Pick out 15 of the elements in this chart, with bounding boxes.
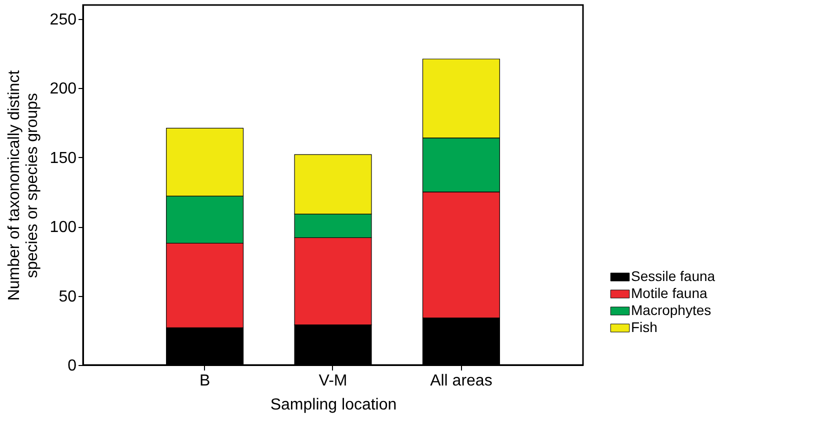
y-tick-label: 150 <box>50 150 77 167</box>
legend-label: Sessile fauna <box>631 268 716 284</box>
legend-label: Motile fauna <box>631 285 708 301</box>
y-tick-label: 100 <box>50 219 77 236</box>
x-axis-title: Sampling location <box>270 396 397 414</box>
x-tick-label: B <box>199 372 210 390</box>
y-tick-label: 50 <box>58 288 77 306</box>
legend-label: Fish <box>631 319 658 335</box>
y-axis-title: Number of taxonomically distinct species or species groups <box>6 70 41 301</box>
x-tick-label: All areas <box>430 372 492 390</box>
x-tick-label: V-M <box>318 372 348 390</box>
y-tick-label: 250 <box>50 11 77 28</box>
y-tick-label: 0 <box>68 358 77 374</box>
legend-label: Macrophytes <box>631 302 712 318</box>
y-tick-label: 200 <box>50 80 77 98</box>
